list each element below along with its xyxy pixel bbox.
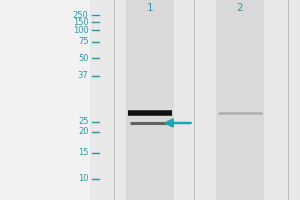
Text: 150: 150 — [73, 18, 88, 27]
Text: 100: 100 — [73, 26, 88, 35]
Text: 2: 2 — [237, 3, 243, 13]
Text: 50: 50 — [78, 54, 88, 63]
Text: 37: 37 — [78, 72, 88, 80]
Text: 75: 75 — [78, 37, 88, 46]
Text: 25: 25 — [78, 117, 88, 127]
Text: 250: 250 — [73, 10, 88, 20]
Text: 10: 10 — [78, 174, 88, 183]
Bar — [216, 0, 264, 200]
Text: 1: 1 — [147, 3, 153, 13]
Text: 20: 20 — [78, 127, 88, 136]
Bar — [126, 0, 174, 200]
Bar — [90, 0, 300, 200]
Text: 15: 15 — [78, 148, 88, 157]
